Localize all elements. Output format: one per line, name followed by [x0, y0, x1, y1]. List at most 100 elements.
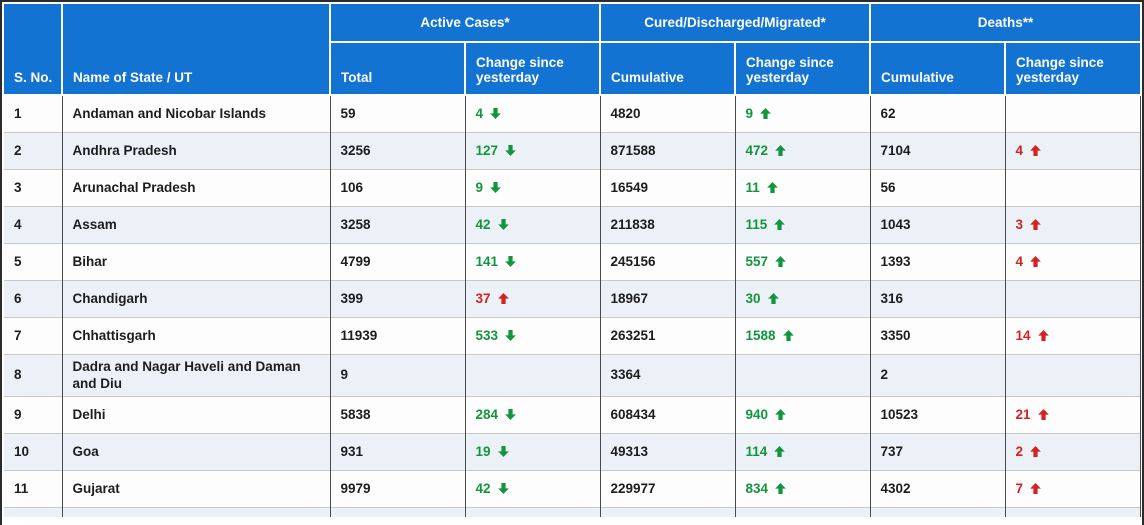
cell-deaths-change [1005, 168, 1141, 206]
up-arrow-icon [782, 329, 794, 341]
change-value: 1588 [745, 327, 776, 343]
down-arrow-icon [505, 408, 516, 420]
table-row: 1 Andaman and Nicobar Islands 59 4 4820 … [4, 94, 1141, 132]
cell-deaths-change [1005, 94, 1141, 132]
cell-deaths-change [1005, 279, 1141, 317]
table-row: 8 Dadra and Nagar Haveli and Daman and D… [4, 353, 1141, 397]
change-value: 9 [475, 179, 484, 195]
cell-cured-change [735, 353, 871, 397]
cell-cured-change [735, 506, 871, 518]
change-value: 11 [745, 179, 760, 195]
cell-sno: 9 [4, 395, 63, 434]
change-value: 472 [745, 142, 769, 158]
cell-sno: 10 [4, 432, 63, 471]
col-header-active-change: Change since yesterday [465, 42, 601, 96]
cell-state: Andaman and Nicobar Islands [62, 94, 331, 132]
cell-cured-cumulative: 229977 [600, 469, 736, 508]
cell-deaths-cumulative: 2 [870, 353, 1006, 397]
cell-state: Dadra and Nagar Haveli and Daman and Diu [62, 353, 331, 397]
up-arrow-icon [775, 255, 786, 267]
cell-state: Bihar [62, 242, 331, 280]
up-arrow-icon [760, 107, 771, 119]
up-arrow-icon [766, 181, 778, 193]
cell-cured-cumulative: 16549 [600, 168, 736, 206]
cell-deaths-cumulative: 316 [870, 279, 1006, 317]
change-value: 42 [475, 216, 491, 232]
cell-deaths-change: 4 [1005, 131, 1141, 169]
cell-active-total: 3258 [330, 205, 466, 243]
cell-active-total: 59 [330, 94, 466, 132]
cell-sno: 2 [4, 131, 63, 169]
table-row: 5 Bihar 4799 141 245156 557 1393 4 [4, 242, 1141, 280]
cell-deaths-cumulative: 3350 [870, 316, 1006, 354]
cell-cured-change: 940 [735, 395, 871, 434]
col-header-cured-change: Change since yesterday [735, 42, 872, 96]
up-arrow-icon [1030, 445, 1041, 457]
up-arrow-icon [774, 445, 786, 457]
change-value: 557 [745, 253, 769, 269]
group-header-active-cases: Active Cases* [330, 4, 601, 43]
cell-state: Chandigarh [62, 279, 331, 317]
cell-state: Andhra Pradesh [62, 131, 331, 169]
down-arrow-icon [505, 255, 516, 267]
change-value: 42 [475, 480, 491, 496]
cell-sno [4, 506, 63, 518]
up-arrow-icon [767, 292, 779, 304]
cell-active-total: 4799 [330, 242, 466, 280]
up-arrow-icon [1030, 144, 1041, 156]
cell-deaths-change: 14 [1005, 316, 1141, 354]
cell-deaths-cumulative: 7104 [870, 131, 1006, 169]
cell-cured-change: 114 [735, 432, 871, 471]
cell-active-change: 533 [465, 316, 601, 354]
cell-sno: 11 [4, 469, 63, 508]
change-value: 141 [475, 253, 499, 269]
cell-active-total: 3256 [330, 131, 466, 169]
cell-state: Arunachal Pradesh [62, 168, 331, 206]
cell-state [62, 506, 331, 518]
up-arrow-icon [1037, 329, 1049, 341]
change-value: 19 [475, 443, 491, 459]
change-value: 4 [475, 105, 484, 121]
cell-cured-cumulative: 211838 [600, 205, 736, 243]
cell-active-total: 5838 [330, 395, 466, 434]
cell-deaths-cumulative: 737 [870, 432, 1006, 471]
cell-deaths-change: 4 [1005, 242, 1141, 280]
table-row: 10 Goa 931 19 49313 114 737 2 [4, 432, 1141, 471]
up-arrow-icon [775, 482, 786, 494]
cell-state: Gujarat [62, 469, 331, 508]
change-value: 30 [745, 290, 761, 306]
cell-deaths-change: 3 [1005, 205, 1141, 243]
col-header-active-total: Total [330, 42, 466, 96]
cell-cured-cumulative: 245156 [600, 242, 736, 280]
cell-cured-cumulative: 263251 [600, 316, 736, 354]
col-header-cured-cumulative: Cumulative [600, 42, 736, 96]
cell-deaths-cumulative: 4302 [870, 469, 1006, 508]
table-row: 2 Andhra Pradesh 3256 127 871588 472 710… [4, 131, 1141, 169]
table-row: 9 Delhi 5838 284 608434 940 10523 21 [4, 395, 1141, 434]
cell-cured-change: 11 [735, 168, 871, 206]
down-arrow-icon [490, 181, 501, 193]
cell-cured-change: 1588 [735, 316, 871, 354]
change-value: 533 [475, 327, 499, 343]
change-value: 284 [475, 406, 499, 422]
covid-statewise-table: S. No. Name of State / UT Active Cases* … [4, 4, 1141, 518]
group-header-cured: Cured/Discharged/Migrated* [600, 4, 872, 43]
col-header-state: Name of State / UT [62, 4, 331, 96]
cell-cured-cumulative: 4820 [600, 94, 736, 132]
cell-deaths-cumulative: 1043 [870, 205, 1006, 243]
table-row: 7 Chhattisgarh 11939 533 263251 1588 335… [4, 316, 1141, 354]
col-header-deaths-cumulative: Cumulative [870, 42, 1007, 96]
cell-active-total: 9979 [330, 469, 466, 508]
change-value: 7 [1015, 480, 1024, 496]
table-header: S. No. Name of State / UT Active Cases* … [4, 4, 1141, 96]
cell-cured-change: 30 [735, 279, 871, 317]
cell-sno: 6 [4, 279, 63, 317]
group-header-deaths: Deaths** [870, 4, 1141, 43]
cell-deaths-change: 7 [1005, 469, 1141, 508]
cell-cured-cumulative: 871588 [600, 131, 736, 169]
cell-sno: 5 [4, 242, 63, 280]
up-arrow-icon [1030, 218, 1041, 230]
cell-active-total [330, 506, 466, 518]
change-value: 127 [475, 142, 499, 158]
cell-cured-change: 9 [735, 94, 871, 132]
